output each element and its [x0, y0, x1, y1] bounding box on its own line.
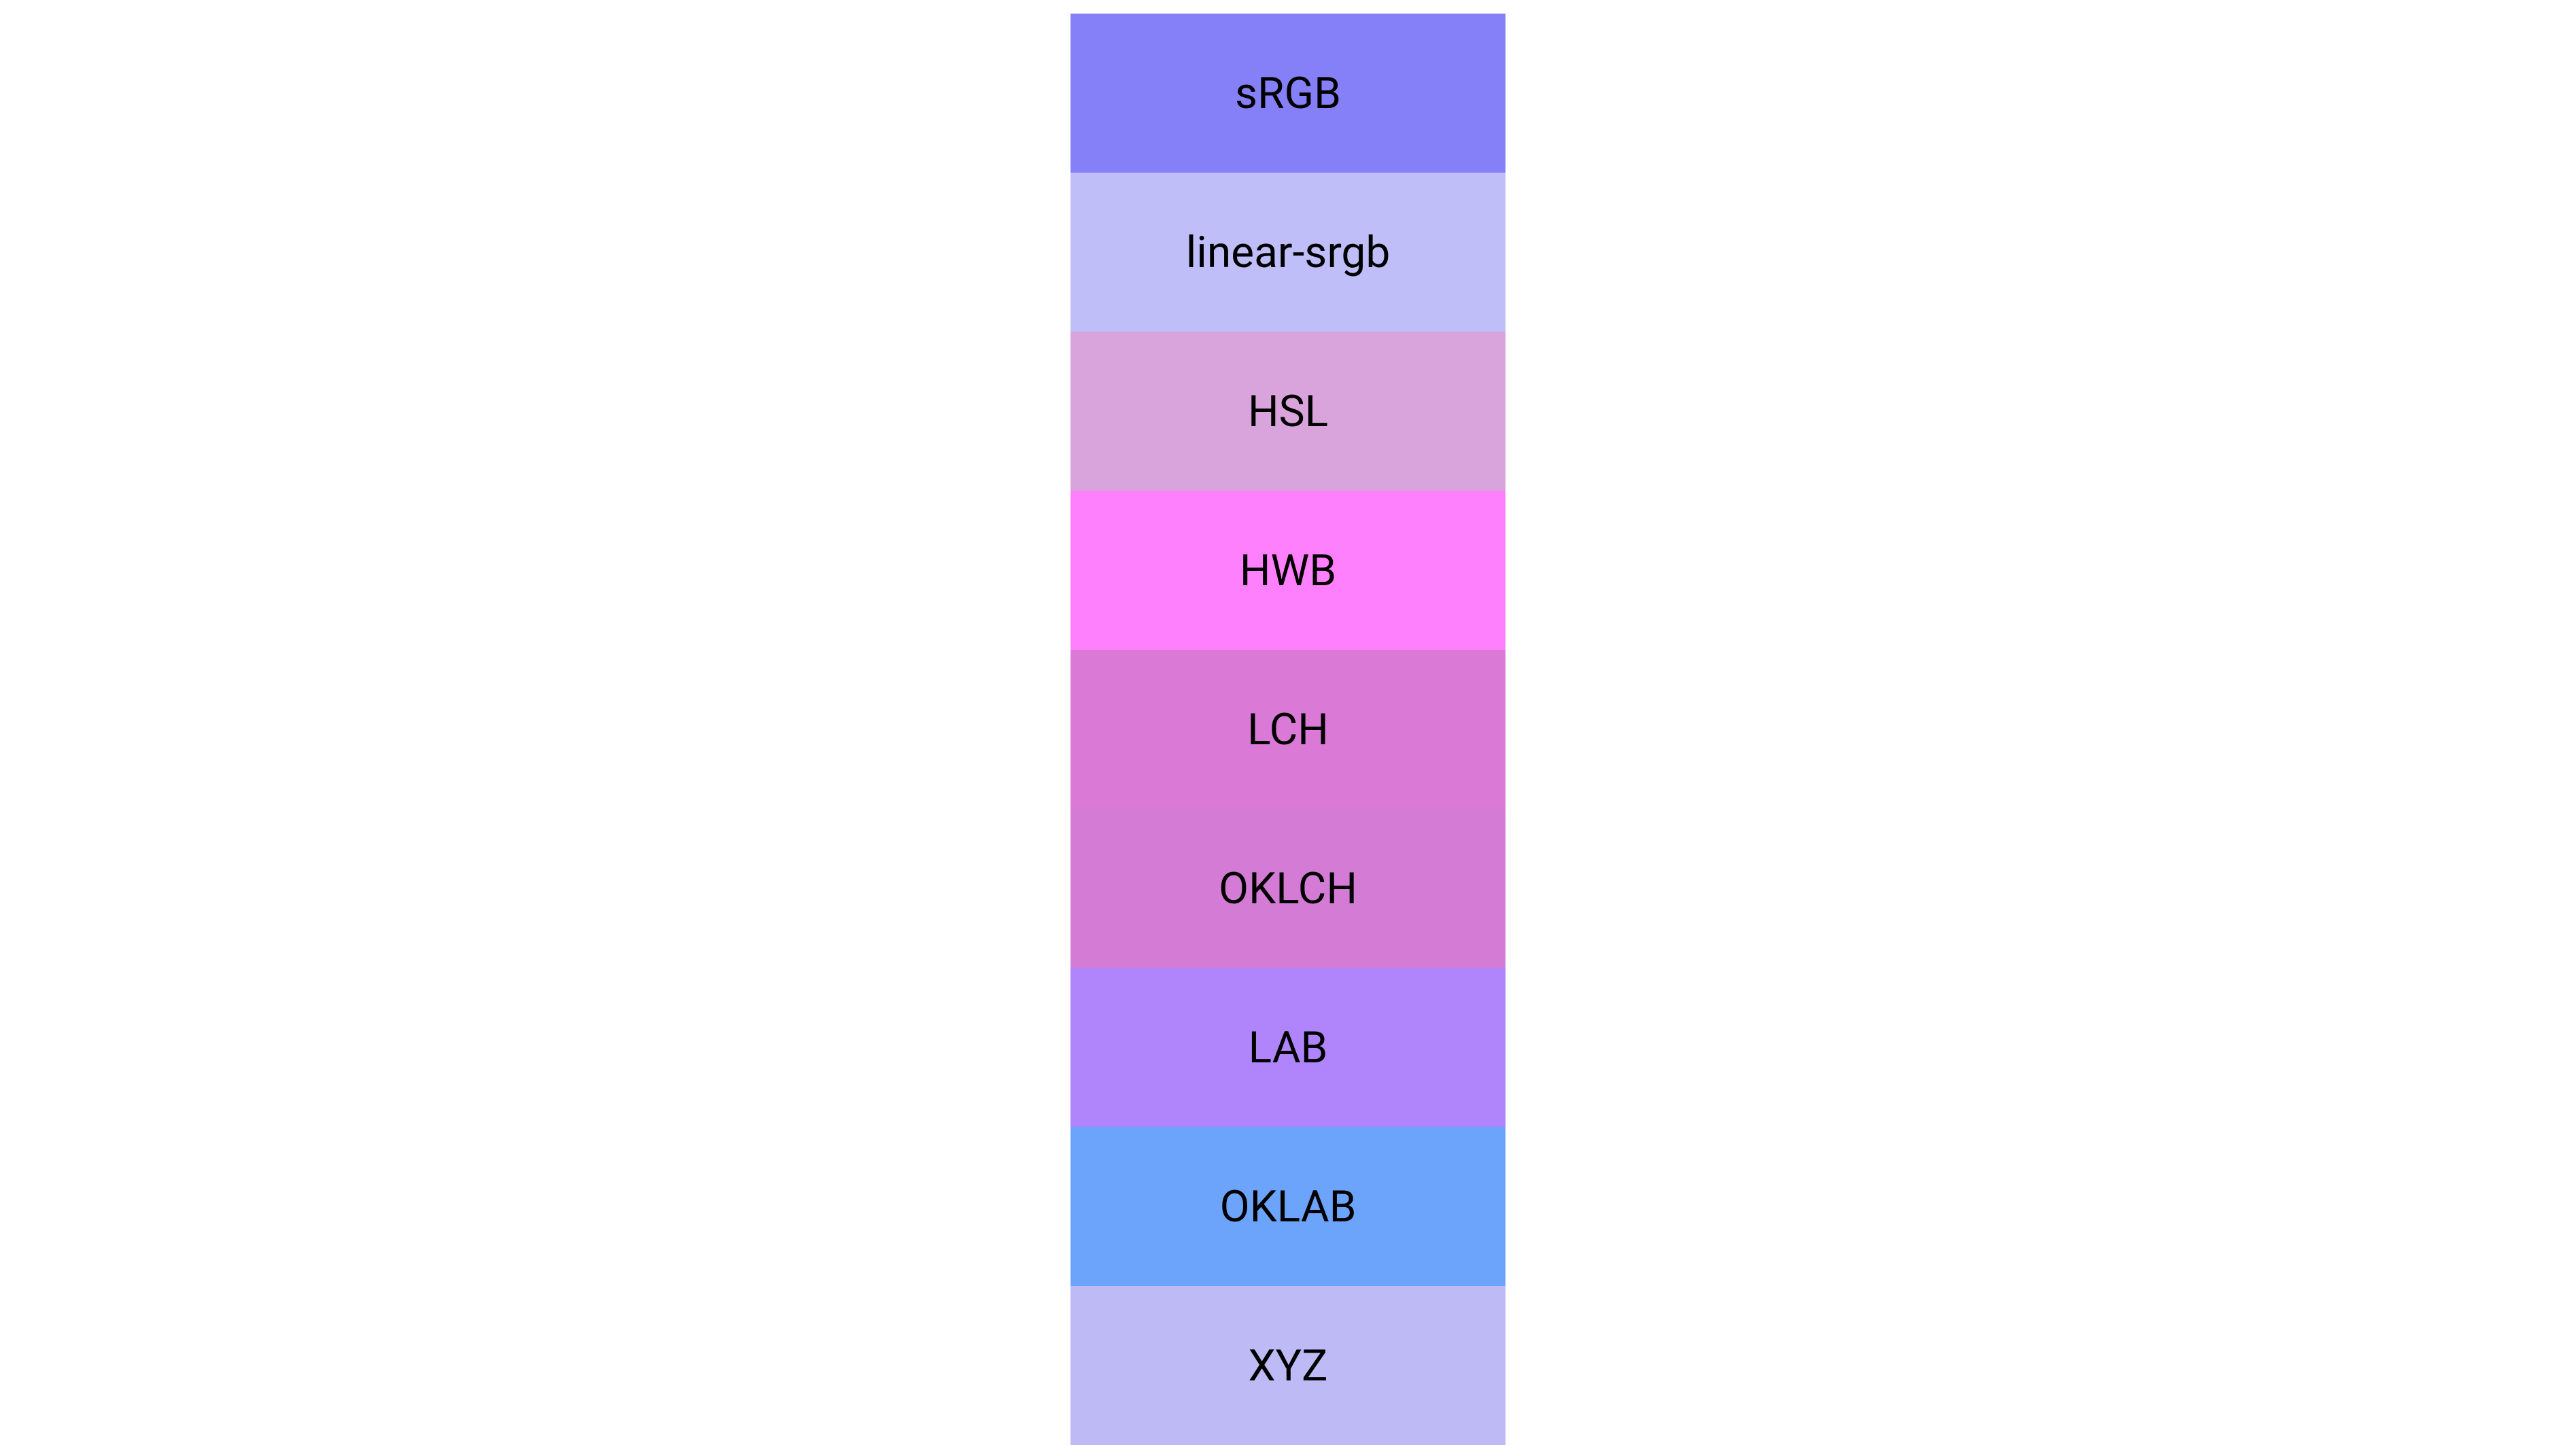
swatch-label: sRGB: [1235, 68, 1341, 119]
swatch-label: HSL: [1248, 386, 1328, 437]
swatch-oklab: OKLAB: [1071, 1127, 1505, 1286]
swatch-srgb: sRGB: [1071, 14, 1505, 173]
swatch-label: linear-srgb: [1186, 227, 1391, 278]
swatch-hsl: HSL: [1071, 332, 1505, 491]
swatch-label: OKLAB: [1220, 1181, 1357, 1232]
swatch-xyz: XYZ: [1071, 1286, 1505, 1445]
swatch-lch: LCH: [1071, 650, 1505, 809]
swatch-label: HWB: [1240, 545, 1336, 596]
swatch-label: XYZ: [1249, 1340, 1328, 1391]
swatch-hwb: HWB: [1071, 491, 1505, 650]
swatch-lab: LAB: [1071, 968, 1505, 1127]
swatch-label: LCH: [1247, 704, 1329, 755]
swatch-label: OKLCH: [1219, 863, 1357, 914]
swatch-linear-srgb: linear-srgb: [1071, 173, 1505, 332]
swatch-label: LAB: [1249, 1022, 1328, 1073]
swatch-oklch: OKLCH: [1071, 809, 1505, 968]
color-space-swatch-stack: sRGB linear-srgb HSL HWB LCH OKLCH LAB O…: [1071, 14, 1505, 1445]
